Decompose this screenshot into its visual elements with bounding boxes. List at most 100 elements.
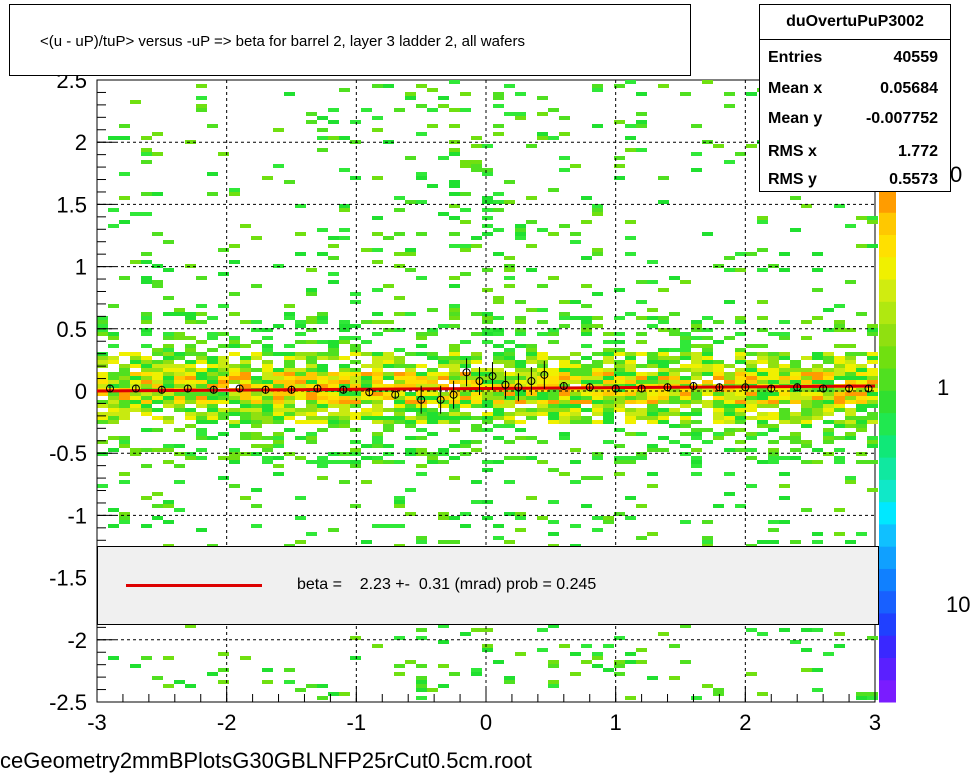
heatmap-cell	[746, 672, 757, 676]
heatmap-cell	[196, 352, 207, 356]
heatmap-cell	[438, 624, 449, 628]
heatmap-cell	[273, 420, 284, 424]
heatmap-cell	[614, 444, 625, 448]
heatmap-cell	[757, 216, 768, 220]
heatmap-cell	[372, 392, 383, 396]
heatmap-cell	[97, 484, 108, 488]
heatmap-cell	[493, 344, 504, 348]
heatmap-cell	[768, 332, 779, 336]
heatmap-cell	[680, 280, 691, 284]
heatmap-cell	[449, 324, 460, 328]
heatmap-cell	[680, 344, 691, 348]
heatmap-cell	[361, 456, 372, 460]
heatmap-cell	[141, 192, 152, 196]
heatmap-cell	[724, 400, 735, 404]
heatmap-cell	[614, 428, 625, 432]
heatmap-cell	[416, 536, 427, 540]
heatmap-cell	[460, 376, 471, 380]
heatmap-cell	[691, 460, 702, 464]
heatmap-cell	[493, 372, 504, 376]
heatmap-cell	[295, 376, 306, 380]
heatmap-cell	[372, 356, 383, 360]
heatmap-cell	[581, 376, 592, 380]
heatmap-cell	[196, 312, 207, 316]
heatmap-cell	[427, 328, 438, 332]
heatmap-cell	[460, 364, 471, 368]
heatmap-cell	[328, 392, 339, 396]
heatmap-cell	[207, 392, 218, 396]
heatmap-cell	[394, 108, 405, 112]
heatmap-cell	[361, 364, 372, 368]
heatmap-cell	[119, 364, 130, 368]
heatmap-cell	[174, 368, 185, 372]
heatmap-cell	[548, 332, 559, 336]
heatmap-cell	[141, 136, 152, 140]
heatmap-cell	[240, 360, 251, 364]
heatmap-cell	[284, 396, 295, 400]
heatmap-cell	[460, 340, 471, 344]
heatmap-cell	[339, 396, 350, 400]
heatmap-cell	[570, 380, 581, 384]
heatmap-cell	[713, 360, 724, 364]
heatmap-cell	[680, 376, 691, 380]
heatmap-cell	[130, 260, 141, 264]
heatmap-cell	[339, 412, 350, 416]
heatmap-cell	[361, 108, 372, 112]
heatmap-cell	[295, 352, 306, 356]
heatmap-cell	[108, 356, 119, 360]
heatmap-cell	[504, 412, 515, 416]
heatmap-cell	[680, 380, 691, 384]
heatmap-cell	[570, 652, 581, 656]
heatmap-cell	[152, 280, 163, 284]
heatmap-cell	[438, 384, 449, 388]
heatmap-cell	[559, 168, 570, 172]
heatmap-cell	[548, 136, 559, 140]
heatmap-cell	[867, 360, 878, 364]
heatmap-cell	[482, 648, 493, 652]
heatmap-cell	[405, 200, 416, 204]
heatmap-cell	[306, 368, 317, 372]
heatmap-cell	[251, 236, 262, 240]
heatmap-cell	[174, 464, 185, 468]
heatmap-cell	[680, 340, 691, 344]
heatmap-cell	[658, 352, 669, 356]
heatmap-cell	[482, 368, 493, 372]
heatmap-cell	[372, 364, 383, 368]
heatmap-cell	[812, 352, 823, 356]
heatmap-cell	[196, 84, 207, 88]
heatmap-cell	[339, 368, 350, 372]
heatmap-cell	[328, 272, 339, 276]
heatmap-cell	[746, 400, 757, 404]
heatmap-cell	[592, 324, 603, 328]
heatmap-cell	[372, 460, 383, 464]
heatmap-cell	[504, 360, 515, 364]
heatmap-cell	[108, 524, 119, 528]
heatmap-cell	[790, 380, 801, 384]
heatmap-cell	[427, 308, 438, 312]
profile-point	[287, 385, 296, 394]
heatmap-cell	[185, 376, 196, 380]
profile-point	[741, 383, 750, 392]
heatmap-cell	[537, 132, 548, 136]
heatmap-cell	[768, 352, 779, 356]
heatmap-cell	[537, 308, 548, 312]
heatmap-cell	[251, 396, 262, 400]
heatmap-cell	[537, 388, 548, 392]
heatmap-cell	[449, 124, 460, 128]
heatmap-cell	[647, 364, 658, 368]
heatmap-cell	[339, 400, 350, 404]
heatmap-cell	[262, 352, 273, 356]
heatmap-cell	[636, 396, 647, 400]
heatmap-cell	[339, 328, 350, 332]
heatmap-cell	[273, 472, 284, 476]
heatmap-cell	[669, 360, 680, 364]
heatmap-cell	[757, 372, 768, 376]
heatmap-cell	[614, 456, 625, 460]
heatmap-cell	[680, 424, 691, 428]
heatmap-cell	[768, 452, 779, 456]
heatmap-cell	[196, 108, 207, 112]
heatmap-cell	[460, 164, 471, 168]
heatmap-cell	[482, 516, 493, 520]
heatmap-cell	[867, 420, 878, 424]
heatmap-cell	[691, 336, 702, 340]
